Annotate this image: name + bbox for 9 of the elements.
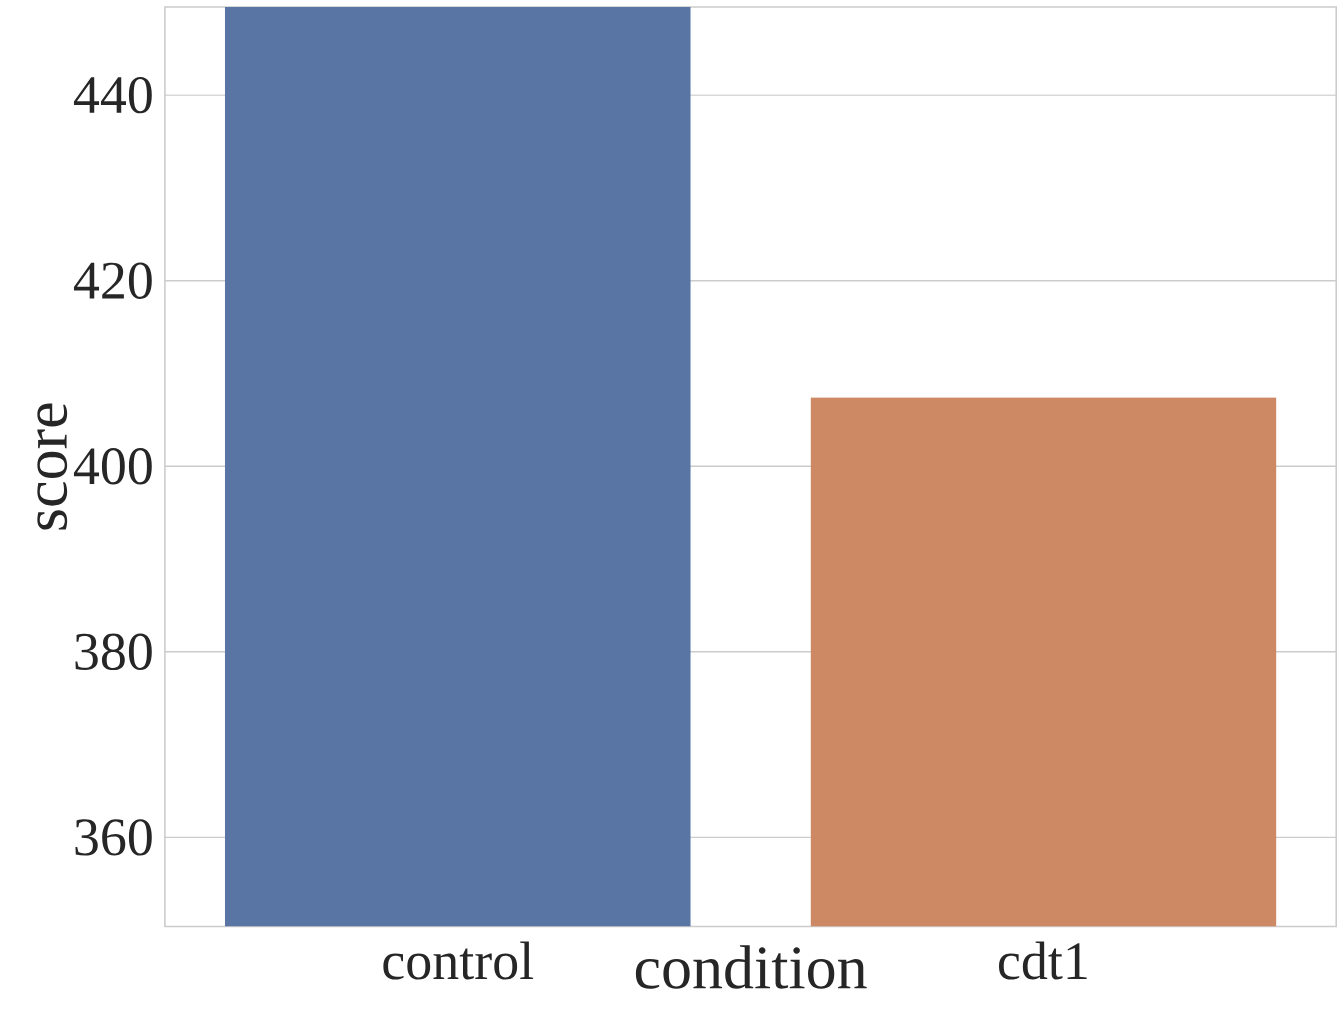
- y-tick-label: 400: [73, 447, 152, 485]
- y-tick-label: 360: [75, 818, 152, 856]
- y-tick-label: 380: [75, 633, 152, 670]
- x-tick-label: control: [383, 941, 534, 980]
- y-tick-label: 420: [73, 262, 152, 299]
- x-axis-title: condition: [635, 945, 867, 989]
- y-tick-label: 440: [73, 76, 152, 114]
- y-axis-title: score: [37, 403, 68, 530]
- x-tick-label: cdt1: [999, 941, 1087, 980]
